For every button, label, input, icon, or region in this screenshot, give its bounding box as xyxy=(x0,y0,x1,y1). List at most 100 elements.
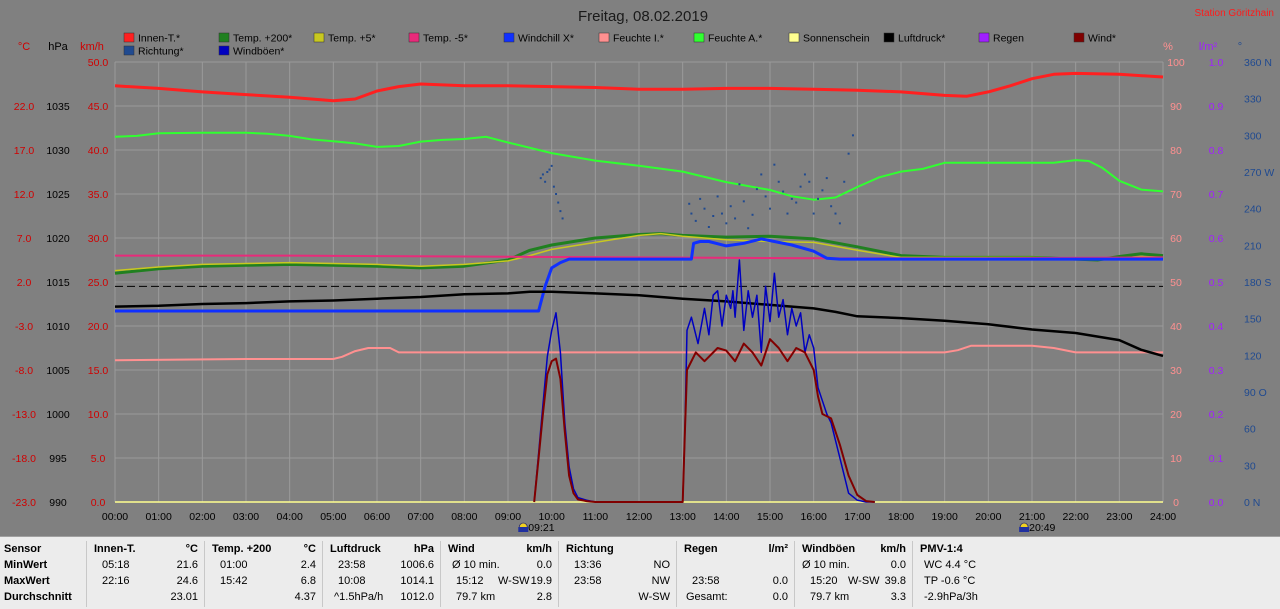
rain-tick-8: 0.2 xyxy=(1209,409,1224,421)
legend-label-6: Feuchte A.* xyxy=(708,33,762,45)
direction-point-31 xyxy=(773,163,776,166)
pressure-tick-1: 1030 xyxy=(46,145,70,157)
legend-swatch-12 xyxy=(218,45,230,56)
x-tick-13: 13:00 xyxy=(670,511,696,523)
wind-tick-10: 0.0 xyxy=(91,497,106,509)
direction-point-3 xyxy=(546,171,549,173)
legend-label-12: Windböen* xyxy=(233,46,284,58)
direction-point-5 xyxy=(550,164,553,167)
stats-richtung-avg: W-SW xyxy=(638,591,670,603)
wind-tick-9: 5.0 xyxy=(91,453,106,465)
wind-tick-4: 30.0 xyxy=(88,233,109,245)
stats-regen-max-time: 23:58 xyxy=(692,575,720,587)
stats-druck-min: 1006.6 xyxy=(400,559,434,571)
temp-tick-3: 7.0 xyxy=(17,233,32,245)
legend-swatch-5 xyxy=(598,32,610,43)
series-line-windchill xyxy=(115,237,1163,313)
x-tick-22: 22:00 xyxy=(1063,511,1089,523)
rain-tick-7: 0.3 xyxy=(1209,365,1224,377)
humidity-tick-9: 10 xyxy=(1170,453,1182,465)
stats-regen-header: Regen xyxy=(684,543,718,555)
x-tick-24: 24:00 xyxy=(1150,511,1176,523)
humidity-tick-7: 30 xyxy=(1170,365,1182,377)
direction-point-34 xyxy=(786,212,789,215)
pressure-tick-5: 1010 xyxy=(46,321,70,333)
stats-druck-max: 1014.1 xyxy=(400,575,434,587)
rain-tick-4: 0.6 xyxy=(1209,233,1224,245)
stats-wind-max: 19.9 xyxy=(530,575,552,587)
legend-swatch-9 xyxy=(978,32,990,43)
legend-label-11: Richtung* xyxy=(138,46,184,58)
marker-label-1: 20:49 xyxy=(1029,522,1055,534)
statistics-panel: Sensor MinWert MaxWert Durchschnitt Inne… xyxy=(0,536,1280,609)
direction-point-16 xyxy=(707,226,710,228)
stats-boeen-max: 39.8 xyxy=(884,575,906,587)
legend: Innen-T.* Temp. +200* Temp. +5* Temp. -5* Wi… xyxy=(123,32,1116,58)
stats-innen-max: 24.6 xyxy=(176,575,198,587)
direction-tick-4: 240 xyxy=(1244,204,1262,216)
x-tick-15: 15:00 xyxy=(757,511,783,523)
direction-point-45 xyxy=(834,212,837,215)
stats-richtung-max: NW xyxy=(651,575,670,587)
temp-axis-unit: °C xyxy=(18,41,30,53)
stats-boeen-header: Windböen xyxy=(802,543,856,555)
stats-richtung-column: Richtung 13:36 NO 23:58 NW W-SW xyxy=(560,541,677,607)
humidity-tick-4: 60 xyxy=(1170,233,1182,245)
stats-pmv-avg: -2.9hPa/3h xyxy=(924,591,978,603)
stats-wind-avg-label: 79.7 km xyxy=(456,591,496,603)
legend-label-2: Temp. +5* xyxy=(328,33,376,45)
direction-point-7 xyxy=(555,193,558,195)
x-tick-1: 01:00 xyxy=(146,511,172,523)
x-tick-23: 23:00 xyxy=(1106,511,1132,523)
humidity-tick-1: 90 xyxy=(1170,101,1182,113)
stats-temp-header: Temp. +200 xyxy=(212,543,272,555)
stats-richtung-header: Richtung xyxy=(566,543,614,555)
wind-tick-5: 25.0 xyxy=(88,277,109,289)
legend-label-7: Sonnenschein xyxy=(803,33,870,45)
stats-boeen-min-label: Ø 10 min. xyxy=(802,559,850,571)
stats-row-label-avg: Durchschnitt xyxy=(4,591,72,603)
stats-boeen-max-dir: W-SW xyxy=(848,575,880,587)
x-tick-11: 11:00 xyxy=(583,511,609,523)
temp-tick-1: 17.0 xyxy=(14,145,35,157)
stats-innen-min-time: 05:18 xyxy=(102,559,130,571)
stats-row-label-max: MaxWert xyxy=(4,575,50,587)
humidity-tick-8: 20 xyxy=(1170,409,1182,421)
legend-label-1: Temp. +200* xyxy=(233,33,292,45)
direction-point-4 xyxy=(548,168,551,171)
stats-boeen-column: Windböen km/h Ø 10 min. 0.0 15:20 W-SW 39.8 … xyxy=(796,541,913,607)
series-line-druck xyxy=(114,290,1164,358)
stats-wind-min-label: Ø 10 min. xyxy=(452,559,500,571)
stats-regen-avg: 0.0 xyxy=(772,591,788,603)
stats-temp-column: Temp. +200 °C 01:00 2.4 15:42 6.8 4.37 xyxy=(206,541,323,607)
series-line-feuchte_i xyxy=(114,344,1163,362)
rain-tick-0: 1.0 xyxy=(1209,57,1224,69)
temp-tick-4: 2.0 xyxy=(17,277,32,289)
humidity-tick-3: 70 xyxy=(1170,189,1182,201)
pressure-tick-9: 990 xyxy=(49,497,67,509)
humidity-tick-5: 50 xyxy=(1170,277,1182,289)
series-group xyxy=(114,71,1164,503)
series-line-innen xyxy=(114,71,1164,103)
direction-point-14 xyxy=(699,197,702,200)
direction-tick-5: 210 xyxy=(1244,240,1262,252)
x-tick-6: 06:00 xyxy=(364,511,390,523)
direction-point-29 xyxy=(764,195,767,198)
pressure-axis-unit: hPa xyxy=(48,41,68,53)
direction-point-13 xyxy=(694,219,697,222)
direction-tick-9: 90 O xyxy=(1244,387,1267,399)
stats-boeen-max-time: 15:20 xyxy=(810,575,838,587)
direction-point-11 xyxy=(688,202,691,205)
stats-wind-header: Wind xyxy=(448,543,475,555)
wind-tick-6: 20.0 xyxy=(88,321,109,333)
stats-richtung-min: NO xyxy=(653,559,671,571)
x-tick-19: 19:00 xyxy=(932,511,958,523)
stats-boeen-avg-label: 79.7 km xyxy=(810,591,850,603)
direction-point-24 xyxy=(742,200,745,203)
stats-regen-column: Regen l/m² 23:58 0.0 Gesamt: 0.0 xyxy=(678,541,795,607)
series-line-feuchte_a xyxy=(114,131,1164,201)
humidity-tick-10: 0 xyxy=(1173,497,1179,509)
direction-point-47 xyxy=(843,180,846,183)
x-tick-21: 21:00 xyxy=(1019,511,1045,523)
sunrise-icon xyxy=(518,522,529,532)
